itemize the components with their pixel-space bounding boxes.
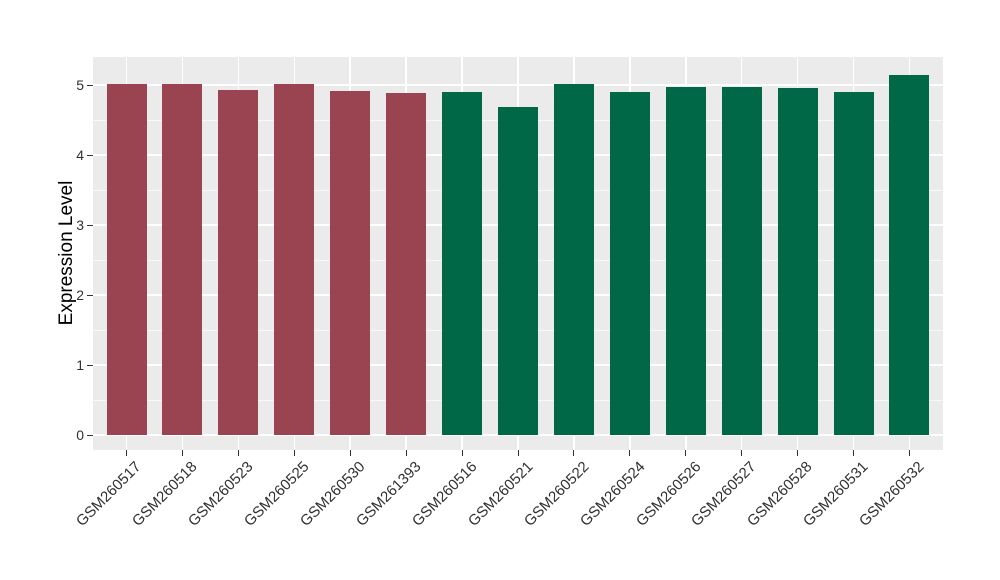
x-tick-mark	[293, 450, 295, 456]
plot-panel	[93, 57, 943, 450]
bar-GSM260522	[553, 83, 594, 435]
bar-GSM260530	[330, 90, 371, 435]
y-tick-mark	[87, 154, 93, 156]
x-tick-mark	[685, 450, 687, 456]
x-tick-mark	[181, 450, 183, 456]
x-tick-mark	[908, 450, 910, 456]
bar-GSM260532	[889, 74, 930, 435]
y-axis-title: Expression Level	[56, 180, 77, 326]
bar-GSM260523	[218, 89, 259, 435]
y-tick-label: 2	[76, 287, 84, 303]
y-tick-label: 0	[76, 427, 84, 443]
y-tick-mark	[87, 434, 93, 436]
x-tick-mark	[349, 450, 351, 456]
bar-GSM260526	[665, 87, 706, 435]
x-tick-mark	[237, 450, 239, 456]
bar-GSM260527	[721, 87, 762, 435]
grid-major-line	[93, 84, 943, 86]
y-tick-mark	[87, 294, 93, 296]
bar-GSM260531	[833, 92, 874, 435]
x-tick-mark	[741, 450, 743, 456]
bar-GSM260528	[777, 87, 818, 435]
bar-GSM261393	[386, 93, 427, 435]
y-tick-mark	[87, 364, 93, 366]
x-tick-mark	[517, 450, 519, 456]
bar-GSM260518	[162, 84, 203, 435]
bar-GSM260521	[498, 107, 538, 435]
bar-GSM260525	[274, 84, 315, 435]
x-tick-mark	[629, 450, 631, 456]
x-tick-mark	[573, 450, 575, 456]
bar-GSM260524	[609, 92, 650, 435]
y-tick-label: 3	[76, 217, 84, 233]
x-tick-mark	[853, 450, 855, 456]
y-tick-mark	[87, 224, 93, 226]
y-tick-mark	[87, 84, 93, 86]
grid-major-line	[93, 434, 943, 436]
bar-GSM260516	[442, 92, 483, 435]
x-tick-mark	[797, 450, 799, 456]
x-tick-mark	[405, 450, 407, 456]
y-tick-label: 1	[76, 357, 84, 373]
x-tick-mark	[461, 450, 463, 456]
y-tick-label: 4	[76, 147, 84, 163]
x-tick-mark	[126, 450, 128, 456]
bar-GSM260517	[106, 84, 147, 435]
y-tick-label: 5	[76, 77, 84, 93]
